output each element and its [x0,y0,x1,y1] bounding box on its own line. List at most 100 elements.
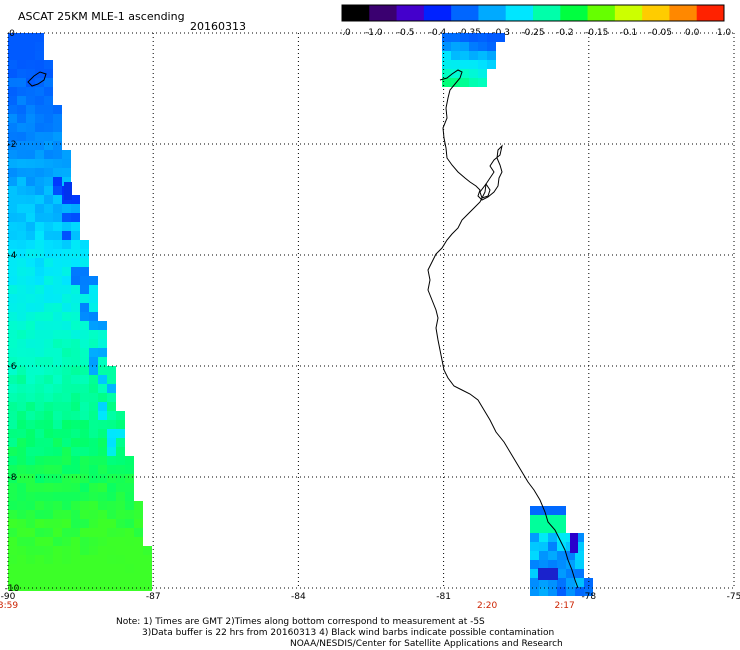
swath-cell [26,456,35,465]
swath-cell [53,249,62,258]
swath-cell [17,96,26,105]
swath-cell [17,555,26,564]
swath-cell [44,222,53,231]
swath-cell [26,528,35,537]
colorbar-cell [342,5,370,21]
swath-cell [530,578,539,587]
swath-cell [530,524,539,533]
swath-cell [557,506,566,515]
swath-cell [584,578,593,587]
swath-cell [17,204,26,213]
swath-cell [134,528,143,537]
swath-cell [116,582,125,591]
swath-cell [134,510,143,519]
swath-cell [35,303,44,312]
swath-cell [62,519,71,528]
swath-cell [134,537,143,546]
swath-cell [53,159,62,168]
swath-cell [62,357,71,366]
swath-cell [53,303,62,312]
swath-cell [62,294,71,303]
swath-cell [116,438,125,447]
swath-cell [98,456,107,465]
swath-cell [80,276,89,285]
swath-cell [71,474,80,483]
swath-cell [62,447,71,456]
swath-cell [71,348,80,357]
swath-cell [116,555,125,564]
swath-cell [451,42,460,51]
swath-cell [44,105,53,114]
swath-cell [557,524,566,533]
swath-cell [62,555,71,564]
swath-cell [71,438,80,447]
swath-cell [53,321,62,330]
swath-cell [530,515,539,524]
swath-cell [26,330,35,339]
swath-cell [62,456,71,465]
swath-cell [53,141,62,150]
swath-cell [71,195,80,204]
swath-cell [80,339,89,348]
x-tick-label: -78 [581,592,596,602]
swath-cell [44,240,53,249]
swath-cell [442,33,451,42]
y-tick-label: -6 [8,362,17,372]
swath-cell [8,303,17,312]
swath-cell [80,447,89,456]
swath-cell [53,132,62,141]
swath-cell [35,51,44,60]
swath-cell [71,249,80,258]
swath-cell [143,582,152,591]
colorbar-cell [614,5,643,21]
swath-cell [8,492,17,501]
swath-cell [89,528,98,537]
swath-cell [62,411,71,420]
swath-cell [98,348,107,357]
swath-cell [89,447,98,456]
swath-cell [62,258,71,267]
swath-cell [26,447,35,456]
swath-cell [26,546,35,555]
swath-cell [26,249,35,258]
swath-cell [44,168,53,177]
swath-cell [26,123,35,132]
swath-cell [107,393,116,402]
swath-cell [89,537,98,546]
swath-cell [53,285,62,294]
swath-cell [98,402,107,411]
swath-cell [80,240,89,249]
swath-cell [548,533,557,542]
swath-cell [44,177,53,186]
swath-cell [89,510,98,519]
swath-cell [62,240,71,249]
swath-cell [53,555,62,564]
swath-cell [62,384,71,393]
x-tick-label: -90 [1,592,16,602]
swath-cell [89,312,98,321]
swath-cell [125,573,134,582]
swath-cell [8,168,17,177]
swath-cell [44,186,53,195]
swath-cell [53,429,62,438]
swath-cell [98,375,107,384]
swath-cell [442,78,451,87]
swath-cell [35,555,44,564]
swath-cell [125,537,134,546]
swath-cell [107,528,116,537]
swath-cell [44,483,53,492]
swath-cell [17,195,26,204]
swath-cell [548,551,557,560]
swath-cell [53,402,62,411]
swath-cell [53,276,62,285]
swath-cell [80,384,89,393]
swath-cell [98,474,107,483]
swath-cell [107,519,116,528]
swath-cell [35,231,44,240]
swath-cell [80,465,89,474]
swath-cell [62,213,71,222]
swath-cell [62,402,71,411]
swath-cell [469,69,478,78]
swath-cell [125,510,134,519]
swath-cell [17,42,26,51]
